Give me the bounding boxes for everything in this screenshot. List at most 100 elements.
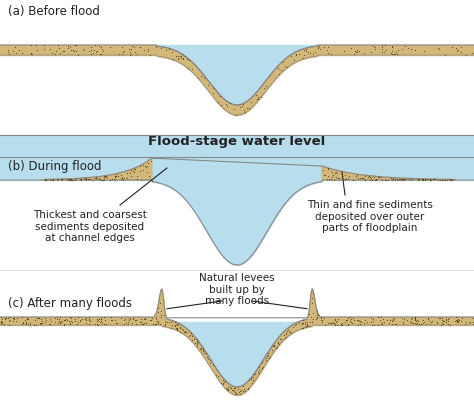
Point <box>298 320 306 326</box>
Point <box>87 51 94 58</box>
Point <box>129 168 137 174</box>
Point <box>120 321 128 328</box>
Point <box>465 320 473 326</box>
Point <box>263 356 270 363</box>
Point <box>389 48 396 54</box>
Point <box>341 318 348 325</box>
Point <box>146 317 154 324</box>
Point <box>181 53 189 60</box>
Point <box>151 320 159 327</box>
Point <box>393 51 401 58</box>
Point <box>137 163 144 170</box>
Point <box>172 324 180 331</box>
Point <box>344 322 352 328</box>
Point <box>438 176 446 183</box>
Point <box>340 48 348 55</box>
Point <box>419 320 427 327</box>
Point <box>430 176 438 183</box>
Point <box>338 322 346 328</box>
Point <box>195 75 202 81</box>
Point <box>376 317 383 324</box>
Point <box>176 53 184 59</box>
Point <box>457 44 465 51</box>
Point <box>337 321 345 327</box>
Point <box>94 320 101 327</box>
Point <box>100 173 108 179</box>
Point <box>409 320 416 326</box>
Point <box>42 176 49 183</box>
Point <box>335 175 343 181</box>
Point <box>18 50 26 56</box>
Point <box>447 176 454 183</box>
Point <box>162 319 169 326</box>
Point <box>295 320 302 326</box>
Point <box>89 177 97 183</box>
Point <box>58 176 66 183</box>
Point <box>152 321 160 328</box>
Point <box>372 177 379 183</box>
Point <box>174 55 182 61</box>
Point <box>204 355 212 362</box>
Point <box>203 354 210 360</box>
Point <box>0 320 5 326</box>
Point <box>90 177 97 183</box>
Point <box>118 51 126 58</box>
Point <box>30 321 38 328</box>
Point <box>37 320 45 326</box>
Point <box>398 175 405 182</box>
Point <box>421 177 428 183</box>
Point <box>23 316 31 322</box>
Point <box>189 66 196 72</box>
Point <box>4 47 12 53</box>
Point <box>42 177 49 183</box>
Point <box>56 314 64 321</box>
Point <box>131 49 138 55</box>
Point <box>178 326 186 332</box>
Point <box>259 364 267 370</box>
Point <box>446 176 453 183</box>
Point <box>101 173 109 179</box>
Point <box>99 48 106 54</box>
Point <box>209 362 217 369</box>
Point <box>118 173 126 180</box>
Point <box>425 318 432 324</box>
Point <box>202 350 210 356</box>
Point <box>308 295 316 302</box>
Point <box>394 47 402 53</box>
Point <box>305 311 312 318</box>
Point <box>152 314 160 320</box>
Point <box>85 315 93 322</box>
Point <box>298 320 306 327</box>
Point <box>361 176 369 183</box>
Point <box>65 318 73 324</box>
Text: Flood-stage water level: Flood-stage water level <box>148 136 326 149</box>
Point <box>136 44 144 51</box>
Point <box>237 387 245 393</box>
Point <box>409 320 417 326</box>
Point <box>304 323 311 329</box>
Point <box>123 170 130 177</box>
Point <box>219 377 227 384</box>
Point <box>19 320 27 326</box>
Point <box>469 319 474 325</box>
Point <box>275 341 283 347</box>
Point <box>32 42 39 49</box>
Point <box>415 321 423 327</box>
Point <box>90 49 97 56</box>
Point <box>255 370 263 377</box>
Point <box>45 321 53 327</box>
Point <box>466 319 474 326</box>
Point <box>301 51 308 58</box>
Point <box>405 176 412 183</box>
Point <box>104 174 111 180</box>
Point <box>139 162 147 168</box>
Point <box>10 316 18 323</box>
Point <box>313 308 320 315</box>
Point <box>46 177 54 183</box>
Point <box>144 47 152 54</box>
Point <box>434 319 441 325</box>
Point <box>137 177 145 183</box>
Point <box>392 321 399 327</box>
Point <box>325 175 333 182</box>
Point <box>1 315 9 322</box>
